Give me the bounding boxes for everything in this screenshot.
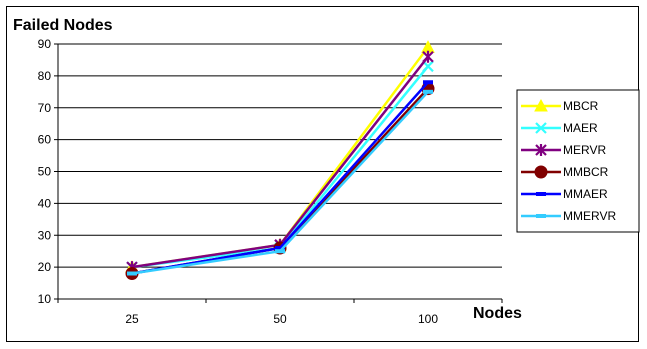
legend-label: MBCR [563,99,599,113]
data-point-mmaer [423,80,433,85]
y-tick-label: 20 [38,260,52,274]
y-tick-label: 10 [38,292,52,306]
x-tick-label: 25 [125,312,139,326]
y-tick-label: 70 [38,101,52,115]
series-line-maer [131,65,429,269]
legend-label: MERVR [563,143,606,157]
legend-item-maer: MAER [521,121,598,135]
legend-label: MMERVR [563,209,616,223]
gridlines [58,43,502,300]
legend-marker [534,98,548,112]
y-tick-label: 90 [38,37,52,51]
y-tick-label: 50 [38,165,52,179]
axes: 10 20 30 40 50 60 70 80 90 25 50 100 [38,37,503,326]
legend-item-mmervr: MMERVR [521,209,616,223]
legend-item-mmaer: MMAER [521,187,608,201]
legend-marker [536,192,546,196]
data-point-mbcr [421,40,435,53]
y-tick-label: 40 [38,196,52,210]
legend-box [516,89,640,233]
y-tick-label: 80 [38,69,52,83]
x-tick-label: 50 [273,312,287,326]
legend-marker [536,214,546,218]
legend-item-mervr: MERVR [521,143,606,157]
y-axis-title: Failed Nodes [13,17,113,34]
legend-marker [534,165,548,179]
legend-item-mmbcr: MMBCR [521,165,609,179]
legend-label: MMAER [563,187,608,201]
legend-marker [535,144,547,156]
legend-item-mbcr: MBCR [521,98,599,113]
legend-label: MAER [563,121,598,135]
data-point-mmervr [127,271,137,276]
y-tick-label: 30 [38,228,52,242]
data-point-mervr [422,50,434,63]
x-axis-title: Nodes [473,305,522,322]
legend: MBCR MAER MERVR MMBCR MMAER MMERVR [516,89,640,233]
data-point-mmaer [275,246,285,250]
series-line-mbcr [131,46,430,269]
data-point-mmervr [423,89,433,94]
data-point-mmervr [275,249,285,254]
legend-label: MMBCR [563,165,609,179]
x-tick-label: 100 [418,312,438,326]
y-tick-label: 60 [38,133,52,147]
legend-marker [535,122,547,134]
series-layer [125,40,435,280]
